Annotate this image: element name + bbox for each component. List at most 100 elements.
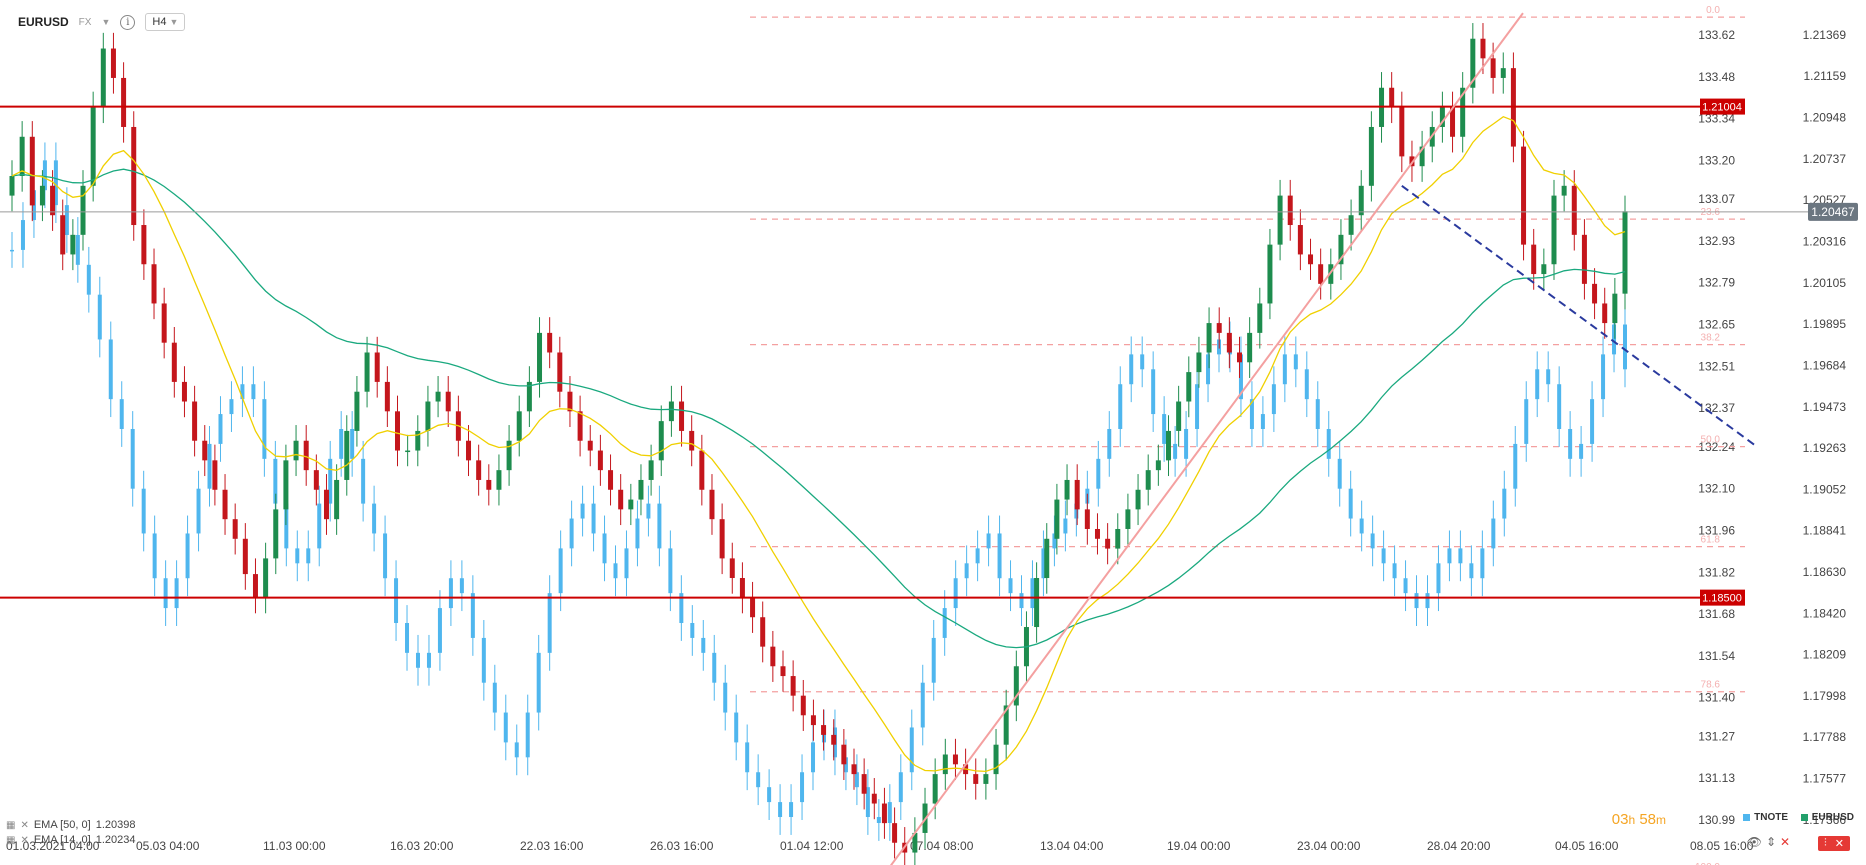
y-tick-right: 1.17577: [1803, 772, 1847, 786]
y-tick-left: 131.68: [1698, 607, 1735, 621]
timeframe-select[interactable]: H4 ▼: [145, 13, 186, 31]
tnote-candle-body: [174, 578, 179, 609]
eurusd-candle-body: [252, 574, 258, 598]
y-tick-right: 1.19895: [1803, 317, 1847, 331]
eurusd-candle-body: [932, 774, 938, 804]
tnote-candle-body: [1260, 414, 1265, 429]
y-tick-right: 1.19052: [1803, 482, 1847, 496]
tnote-candle-body: [1392, 563, 1397, 579]
eurusd-candle-body: [841, 744, 847, 765]
indicator-ema-14[interactable]: ▦ ✕ EMA [14, 0] 1.20234: [6, 834, 135, 846]
eurusd-candle-body: [597, 450, 603, 471]
chevron-down-icon[interactable]: ▼: [101, 17, 111, 27]
ema-14-line: [11, 115, 1626, 773]
indicator-ema-50[interactable]: ▦ ✕ EMA [50, 0] 1.20398: [6, 819, 135, 831]
tnote-candle-body: [1623, 324, 1627, 370]
eurusd-candle-body: [29, 136, 35, 206]
tnote-candle-body: [1524, 399, 1529, 444]
info-icon[interactable]: i: [120, 14, 136, 30]
legend-swatch: [1743, 814, 1751, 821]
legend-eurusd[interactable]: EURUSD: [1800, 812, 1854, 823]
tnote-candle-body: [350, 428, 355, 459]
eurusd-candle-body: [547, 332, 553, 353]
close-icon[interactable]: ✕: [20, 819, 29, 831]
eye-icon[interactable]: 👁: [1746, 835, 1762, 849]
tnote-candle-body: [306, 548, 311, 564]
tnote-candle-body: [1249, 399, 1254, 429]
close-icon[interactable]: ✕: [1779, 835, 1790, 849]
tnote-candle-body: [1074, 503, 1079, 519]
eurusd-candle-body: [983, 774, 989, 784]
tnote-candle-body: [723, 682, 728, 713]
eurusd-candle-body: [1592, 283, 1598, 304]
y-tick-left: 133.48: [1698, 70, 1735, 84]
tnote-candle-body: [75, 234, 80, 265]
sort-icon[interactable]: ⇕: [1765, 835, 1776, 849]
series-control[interactable]: ⫶ ✕: [1818, 836, 1850, 851]
eurusd-candle-body: [415, 430, 421, 451]
tnote-candle-body: [865, 787, 870, 818]
x-tick-label: 08.05 16:00: [1690, 839, 1754, 853]
eurusd-candle-body: [232, 519, 238, 539]
close-icon[interactable]: ✕: [20, 834, 29, 846]
tnote-candle-body: [284, 503, 289, 549]
eurusd-candle-body: [1450, 107, 1456, 137]
y-tick-left: 131.96: [1698, 523, 1735, 537]
eurusd-candle-body: [1084, 509, 1090, 529]
tnote-candle-body: [163, 578, 168, 609]
tnote-candle-body: [997, 533, 1002, 579]
candle-settings-icon[interactable]: ⫶: [1824, 837, 1827, 849]
eurusd-candle-body: [1125, 509, 1131, 529]
legend-label: TNOTE: [1754, 812, 1788, 823]
tnote-candle-body: [657, 503, 662, 549]
eurusd-candle-body: [1470, 38, 1476, 88]
tnote-candle-body: [909, 727, 914, 773]
eurusd-candle-body: [1034, 578, 1040, 628]
close-icon[interactable]: ✕: [1834, 838, 1844, 850]
tnote-candle-body: [525, 712, 530, 758]
eurusd-candle-body: [1044, 538, 1050, 579]
eurusd-candle-body: [1257, 303, 1263, 333]
tnote-candle-body: [1206, 354, 1211, 385]
tnote-candle-body: [1425, 593, 1430, 609]
eurusd-candle-body: [973, 774, 979, 784]
tnote-candle-body: [328, 458, 333, 504]
eurusd-candle-body: [537, 332, 543, 382]
tnote-candle-body: [405, 623, 410, 653]
indicator-label: EMA [14, 0]: [33, 834, 91, 846]
eurusd-candle-body: [780, 666, 786, 677]
tnote-candle-body: [207, 443, 212, 489]
key-level-tag: [1700, 98, 1745, 115]
indicator-settings-icon[interactable]: ▦: [6, 819, 16, 831]
eurusd-candle-body: [658, 421, 664, 461]
tnote-candle-body: [580, 503, 585, 519]
eurusd-candle-body: [1399, 107, 1405, 157]
legend-tnote[interactable]: TNOTE: [1743, 812, 1788, 823]
tnote-candle-body: [1096, 458, 1101, 489]
eurusd-candle-body: [303, 440, 309, 471]
symbol-label[interactable]: EURUSD: [18, 15, 69, 29]
eurusd-candle-body: [1155, 460, 1161, 471]
tnote-candle-body: [1041, 548, 1046, 579]
eurusd-candle-body: [1003, 705, 1009, 745]
eurusd-candle-body: [496, 470, 502, 490]
y-tick-right: 1.21159: [1804, 69, 1847, 83]
tnote-candle-body: [1458, 548, 1463, 564]
ema-50-line: [11, 168, 1626, 649]
tnote-candle-body: [295, 548, 300, 564]
tnote-candle-body: [1480, 548, 1485, 579]
eurusd-candle-body: [9, 175, 15, 196]
eurusd-candle-body: [1318, 264, 1324, 284]
fib-level-label: 61.8: [1701, 535, 1721, 546]
eurusd-candle-body: [1500, 68, 1506, 78]
eurusd-candle-body: [1115, 528, 1121, 549]
tnote-candle-body: [514, 742, 519, 758]
eurusd-candle-body: [1338, 234, 1344, 265]
tnote-candle-body: [1162, 414, 1167, 444]
tnote-candle-body: [1326, 428, 1331, 459]
indicator-settings-icon[interactable]: ▦: [6, 834, 16, 846]
tnote-candle-body: [701, 637, 706, 653]
tnote-candle-body: [470, 593, 475, 638]
tnote-candle-body: [1282, 354, 1287, 385]
